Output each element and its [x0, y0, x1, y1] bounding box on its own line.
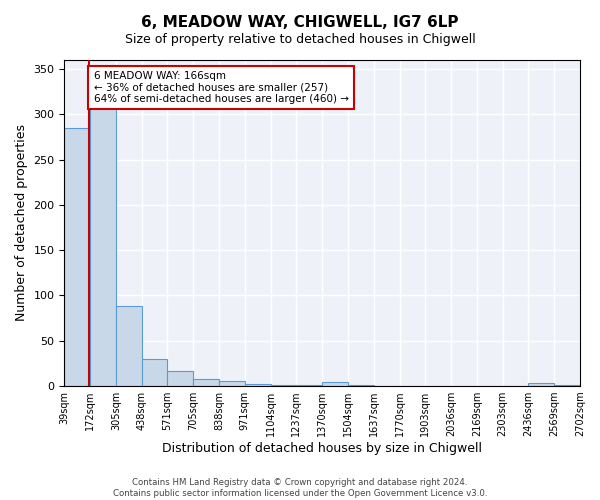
- Bar: [296, 385, 322, 386]
- X-axis label: Distribution of detached houses by size in Chigwell: Distribution of detached houses by size …: [162, 442, 482, 455]
- Bar: [142, 359, 167, 386]
- Text: Contains HM Land Registry data © Crown copyright and database right 2024.
Contai: Contains HM Land Registry data © Crown c…: [113, 478, 487, 498]
- Bar: [322, 382, 348, 386]
- Bar: [116, 306, 142, 386]
- Bar: [529, 383, 554, 386]
- Bar: [348, 385, 374, 386]
- Bar: [64, 128, 90, 386]
- Text: Size of property relative to detached houses in Chigwell: Size of property relative to detached ho…: [125, 32, 475, 46]
- Bar: [245, 384, 271, 386]
- Bar: [271, 385, 296, 386]
- Bar: [167, 370, 193, 386]
- Bar: [219, 380, 245, 386]
- Y-axis label: Number of detached properties: Number of detached properties: [15, 124, 28, 322]
- Text: 6, MEADOW WAY, CHIGWELL, IG7 6LP: 6, MEADOW WAY, CHIGWELL, IG7 6LP: [141, 15, 459, 30]
- Bar: [193, 378, 219, 386]
- Bar: [554, 385, 580, 386]
- Bar: [90, 87, 116, 386]
- Text: 6 MEADOW WAY: 166sqm
← 36% of detached houses are smaller (257)
64% of semi-deta: 6 MEADOW WAY: 166sqm ← 36% of detached h…: [94, 71, 349, 104]
